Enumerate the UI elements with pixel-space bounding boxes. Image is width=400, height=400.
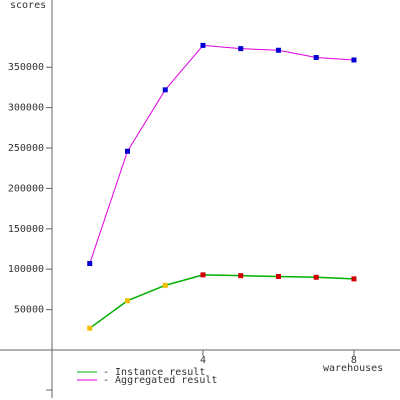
y-tick-label: 100000 <box>8 264 44 275</box>
data-point <box>238 46 244 52</box>
data-point <box>313 55 319 61</box>
data-point <box>162 282 168 288</box>
data-point <box>200 42 206 48</box>
series-line <box>89 44 354 264</box>
legend-label: - Instance result <box>103 367 205 378</box>
x-tick-label: 8 <box>351 355 357 366</box>
data-point <box>162 87 168 93</box>
data-point <box>351 57 357 63</box>
data-point <box>275 273 281 279</box>
data-point <box>87 325 93 331</box>
data-point <box>200 272 206 278</box>
y-tick-label: 150000 <box>8 224 44 235</box>
y-tick-label: 250000 <box>8 143 44 154</box>
data-point <box>124 148 130 154</box>
y-axis-label: scores <box>10 0 46 11</box>
legend-label: - Aggregated result <box>103 375 217 386</box>
data-point <box>351 276 357 282</box>
series-line <box>89 274 354 329</box>
y-tick-label: 300000 <box>8 103 44 114</box>
data-point <box>124 298 130 304</box>
y-tick-label: 50000 <box>14 305 44 316</box>
x-axis-label: warehouses <box>323 363 383 374</box>
data-point <box>87 261 93 267</box>
y-tick-label: 350000 <box>8 62 44 73</box>
x-tick-label: 4 <box>200 355 206 366</box>
y-tick-label: 200000 <box>8 183 44 194</box>
data-point <box>313 274 319 280</box>
data-point <box>275 47 281 53</box>
data-point <box>238 273 244 279</box>
